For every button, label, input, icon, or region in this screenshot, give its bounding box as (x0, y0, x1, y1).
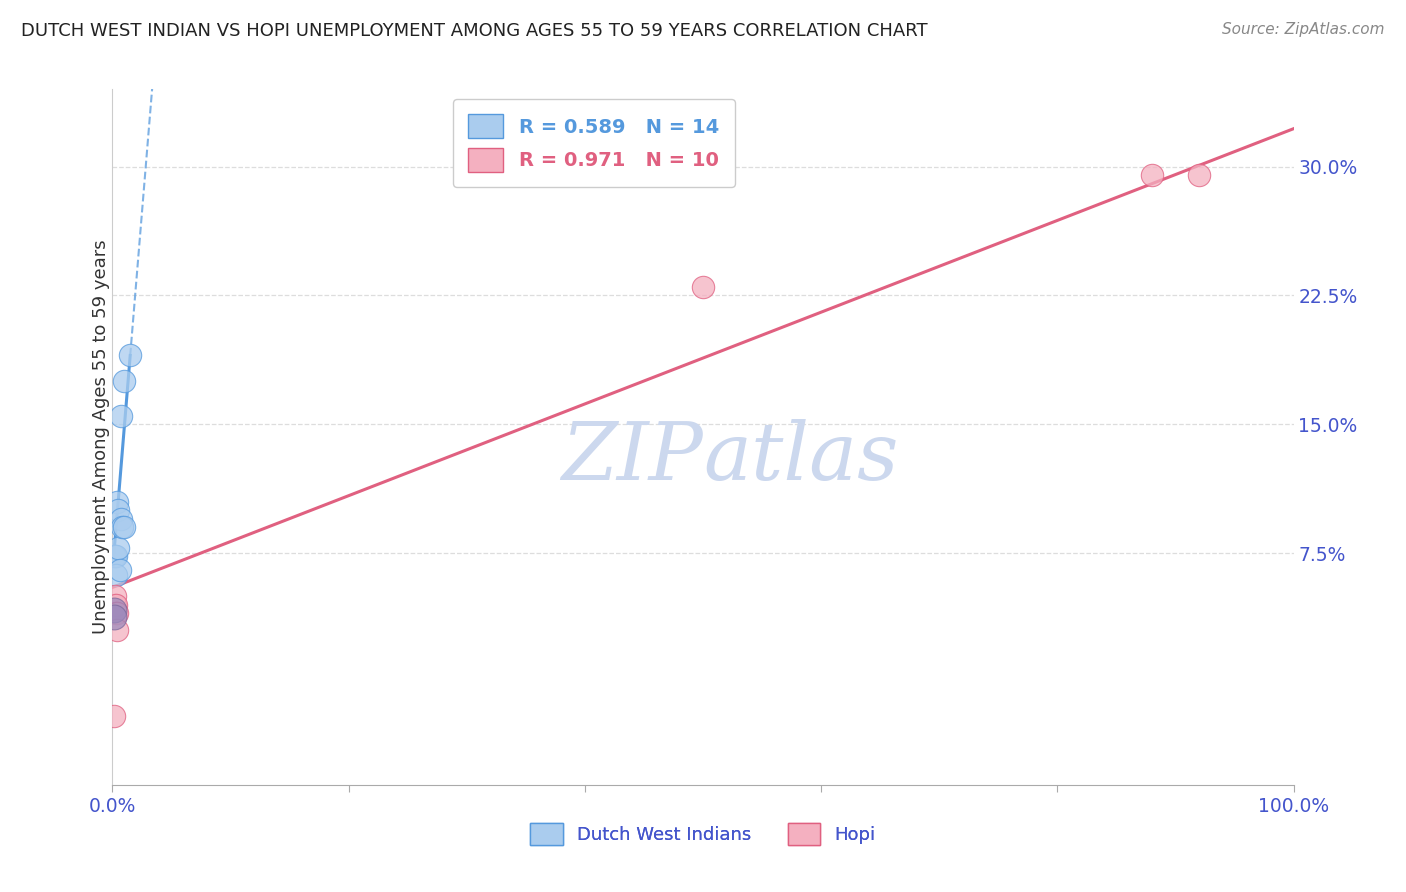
Text: atlas: atlas (703, 419, 898, 497)
Point (692, 279, 714, 293)
Point (107, 503, 129, 517)
Point (105, 606, 128, 620)
Point (110, 409, 132, 423)
Point (112, 520, 135, 534)
Point (104, 589, 127, 603)
Point (107, 541, 129, 555)
Point (112, 374, 135, 388)
Point (103, 603, 125, 617)
Point (103, 709, 125, 723)
Point (1188, 168, 1211, 182)
Point (120, 349, 142, 363)
Point (105, 598, 128, 612)
Point (103, 609, 125, 624)
Point (104, 598, 127, 612)
Point (105, 549, 128, 564)
Text: Source: ZipAtlas.com: Source: ZipAtlas.com (1222, 22, 1385, 37)
Legend: Dutch West Indians, Hopi: Dutch West Indians, Hopi (523, 816, 883, 853)
Point (104, 549, 127, 564)
Point (110, 511, 132, 525)
Point (108, 563, 131, 577)
Point (105, 606, 128, 620)
Y-axis label: Unemployment Among Ages 55 to 59 years: Unemployment Among Ages 55 to 59 years (93, 240, 110, 634)
Text: ZIP: ZIP (561, 419, 703, 497)
Point (105, 568, 128, 582)
Point (1140, 168, 1163, 182)
Point (103, 549, 125, 564)
Point (105, 624, 128, 638)
Point (111, 520, 134, 534)
Text: DUTCH WEST INDIAN VS HOPI UNEMPLOYMENT AMONG AGES 55 TO 59 YEARS CORRELATION CHA: DUTCH WEST INDIAN VS HOPI UNEMPLOYMENT A… (21, 22, 928, 40)
Point (105, 494, 128, 508)
